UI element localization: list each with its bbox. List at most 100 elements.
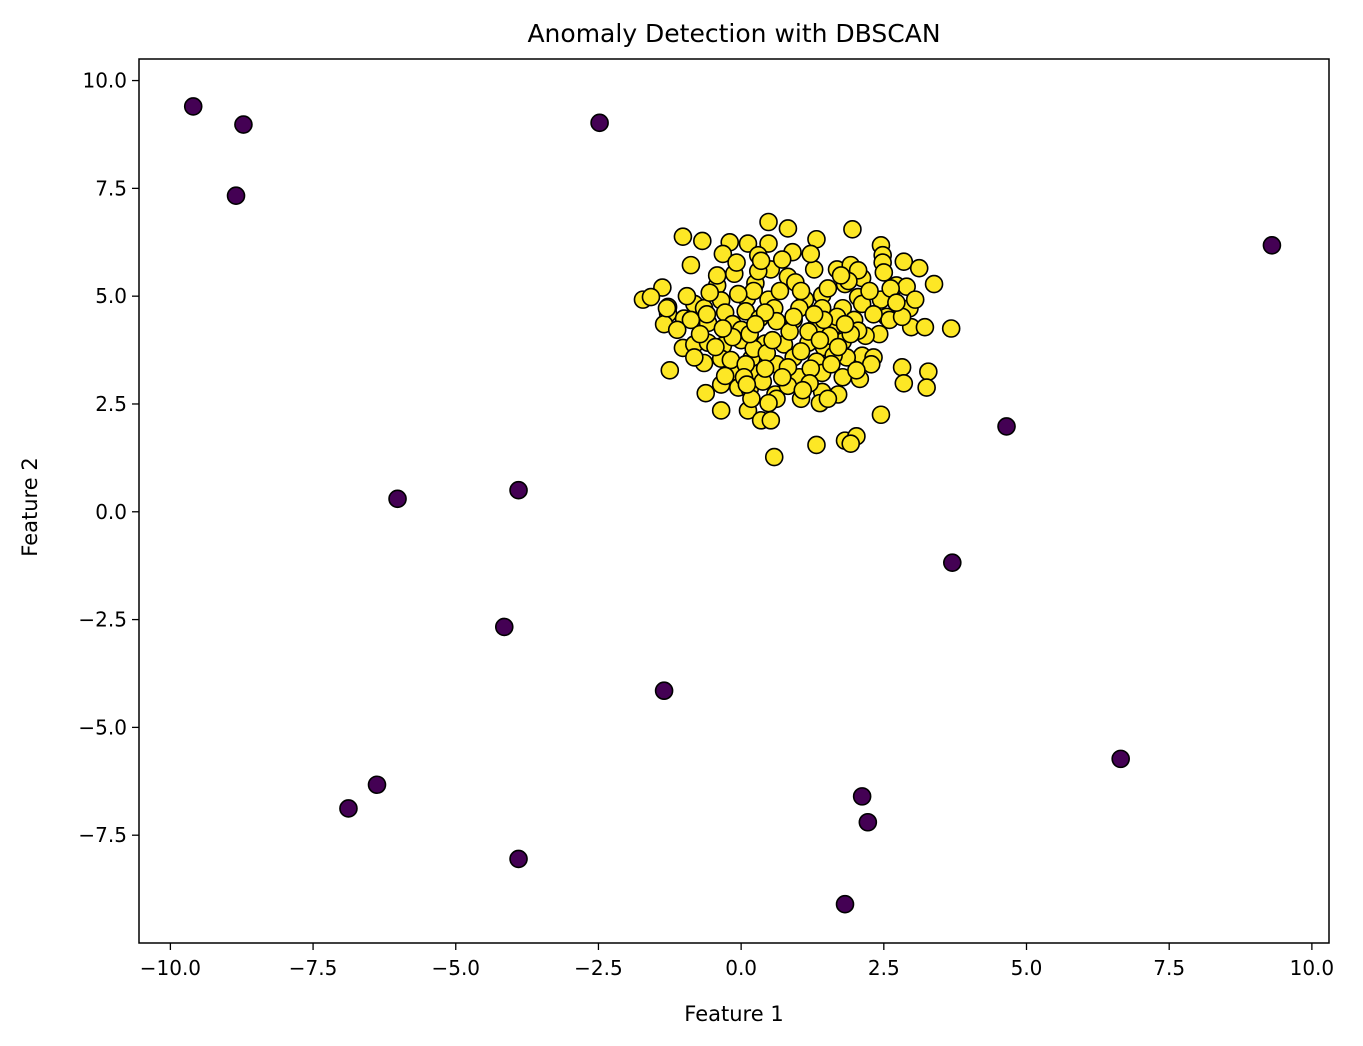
cluster-point — [764, 447, 784, 467]
cluster-point — [804, 304, 824, 324]
cluster-point — [728, 284, 748, 304]
cluster-point — [657, 298, 677, 318]
cluster-point — [822, 355, 841, 374]
anomaly-point — [852, 787, 872, 806]
x-tick-label: 10.0 — [1290, 956, 1335, 980]
cluster-point — [746, 314, 765, 334]
cluster-point — [793, 380, 813, 400]
cluster-point — [685, 348, 704, 367]
cluster-point — [667, 320, 687, 340]
cluster-point — [791, 342, 811, 361]
anomaly-point — [509, 480, 528, 500]
x-tick-label: 2.5 — [868, 956, 900, 980]
cluster-point — [909, 258, 929, 278]
anomaly-point — [858, 812, 878, 832]
x-axis-ticks: −10.0 −7.5 −5.0 −2.5 0.0 2.5 5.0 7.5 10.0 — [140, 943, 1334, 980]
cluster-point — [673, 227, 693, 246]
cluster-point — [761, 411, 781, 430]
scatter-points — [183, 97, 1282, 914]
cluster-point — [818, 279, 838, 298]
anomaly-point — [1111, 749, 1130, 769]
cluster-point — [713, 244, 733, 264]
cluster-point — [835, 314, 855, 334]
cluster-point — [791, 281, 811, 301]
cluster-point — [713, 319, 733, 338]
cluster-point — [681, 310, 701, 330]
cluster-point — [755, 359, 775, 378]
y-tick-label: 7.5 — [95, 176, 127, 200]
cluster-point — [894, 373, 914, 393]
cluster-point — [892, 358, 912, 377]
anomaly-point — [509, 849, 528, 869]
anomaly-point — [339, 799, 358, 818]
anomaly-point — [183, 97, 203, 116]
cluster-point — [770, 281, 790, 301]
cluster-point — [894, 252, 914, 271]
cluster-point — [831, 266, 851, 285]
cluster-point — [693, 231, 712, 251]
cluster-point — [744, 281, 763, 301]
chart-title: Anomaly Detection with DBSCAN — [527, 19, 940, 48]
cluster-point — [763, 330, 782, 350]
anomaly-point — [226, 186, 246, 205]
anomaly-point — [234, 115, 253, 134]
cluster-point — [828, 337, 848, 357]
cluster-point — [772, 367, 792, 387]
cluster-point — [715, 366, 735, 386]
anomaly-point — [997, 417, 1016, 436]
cluster-point — [924, 274, 944, 294]
x-tick-label: 0.0 — [725, 956, 757, 980]
cluster-point — [847, 361, 866, 380]
cluster-point — [660, 361, 680, 380]
cluster-point — [696, 383, 716, 403]
cluster-point — [711, 401, 731, 420]
cluster-point — [697, 304, 717, 324]
cluster-point — [905, 290, 925, 309]
cluster-point — [887, 293, 906, 312]
cluster-point — [810, 330, 830, 350]
plot-frame — [138, 58, 1330, 944]
anomaly-point — [388, 489, 407, 509]
cluster-point — [772, 250, 792, 269]
y-axis-ticks: −7.5 −5.0 −2.5 0.0 2.5 5.0 7.5 10.0 — [78, 69, 139, 847]
y-tick-label: −2.5 — [78, 608, 127, 632]
cluster-point — [784, 307, 803, 327]
cluster-point — [843, 220, 862, 239]
cluster-point — [738, 234, 758, 253]
x-tick-label: −10.0 — [140, 956, 201, 980]
cluster-point — [707, 266, 727, 285]
anomaly-point — [367, 775, 387, 795]
y-tick-label: −7.5 — [78, 823, 127, 847]
cluster-point — [807, 435, 826, 455]
anomaly-point — [494, 617, 514, 637]
x-axis-label: Feature 1 — [684, 1002, 783, 1026]
cluster-point — [677, 286, 697, 306]
y-tick-label: 5.0 — [95, 284, 127, 308]
cluster-point — [690, 324, 710, 344]
x-tick-label: −7.5 — [289, 956, 338, 980]
anomaly-point — [590, 113, 609, 133]
cluster-point — [759, 212, 778, 232]
x-tick-label: −2.5 — [574, 956, 623, 980]
y-tick-label: −5.0 — [78, 715, 127, 739]
x-tick-label: 5.0 — [1011, 956, 1043, 980]
y-tick-label: 10.0 — [82, 69, 127, 93]
y-tick-label: 2.5 — [95, 392, 127, 416]
cluster-point — [841, 434, 861, 453]
cluster-point — [860, 281, 879, 301]
cluster-point — [864, 304, 883, 324]
cluster-point — [759, 393, 778, 413]
cluster-point — [874, 263, 894, 282]
cluster-point — [919, 362, 938, 381]
anomaly-point — [943, 553, 962, 572]
anomaly-point — [654, 681, 674, 701]
cluster-point — [751, 251, 771, 271]
cluster-point — [818, 389, 838, 409]
cluster-point — [737, 375, 757, 394]
y-tick-label: 0.0 — [95, 500, 127, 524]
x-tick-label: −5.0 — [431, 956, 480, 980]
cluster-point — [641, 287, 661, 307]
